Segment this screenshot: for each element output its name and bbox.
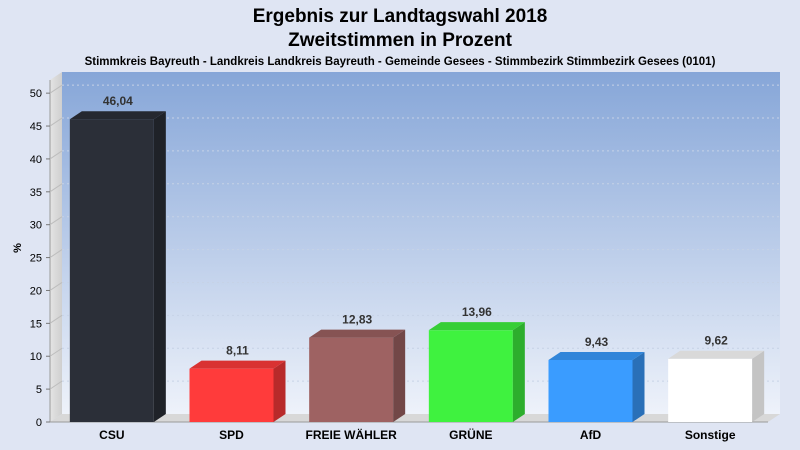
- value-label: 12,83: [342, 313, 372, 327]
- y-tick-label: 40: [30, 154, 42, 166]
- bar-grüne: [428, 322, 525, 422]
- category-label: GRÜNE: [449, 427, 492, 442]
- grid-line-wall: [49, 216, 63, 226]
- category-label: CSU: [99, 428, 124, 442]
- bar-csu: [69, 111, 166, 423]
- bar-spd: [189, 360, 286, 422]
- grid-line-wall: [49, 314, 63, 324]
- value-label: 8,11: [226, 344, 249, 358]
- bar-top: [428, 322, 525, 331]
- y-tick-label: 35: [30, 187, 42, 199]
- bar-front: [189, 368, 274, 422]
- grid-lines: [46, 84, 780, 423]
- bar-side: [273, 360, 286, 422]
- grid-line-wall: [49, 183, 63, 193]
- bar-top: [189, 360, 286, 369]
- y-tick-label: 45: [30, 121, 42, 133]
- grid-line-wall: [49, 282, 63, 291]
- value-label: 9,62: [704, 334, 728, 348]
- grid-line-wall: [49, 249, 63, 258]
- category-label: FREIE WÄHLER: [305, 427, 397, 442]
- grid-line-wall: [49, 380, 63, 390]
- labels: 0 5 10 15 20 25 30 35 40 45 50 46,04 CSU 8,11 SPD 12,83…: [30, 88, 736, 442]
- grid-line-wall: [49, 84, 63, 94]
- y-tick-label: 0: [36, 417, 42, 429]
- bar-front: [668, 358, 753, 422]
- chart-title: Ergebnis zur Landtagswahl 2018: [253, 6, 548, 27]
- y-tick-label: 50: [30, 88, 42, 100]
- value-label: 46,04: [103, 94, 133, 108]
- y-axis-label: %: [12, 243, 24, 253]
- bars: [69, 111, 765, 423]
- chart-subtitle: Stimmkreis Bayreuth - Landkreis Landkrei…: [85, 56, 716, 68]
- grid-line-wall: [49, 117, 63, 127]
- bar-top: [309, 329, 406, 338]
- side-wall: [50, 72, 62, 422]
- bar-front: [548, 359, 633, 422]
- bar-afd: [548, 351, 645, 422]
- chart-title-line2: Zweitstimmen in Prozent: [288, 30, 512, 51]
- y-tick-label: 25: [30, 253, 42, 265]
- category-label: Sonstige: [685, 428, 736, 442]
- bar-side: [752, 350, 765, 422]
- bar-sonstige: [668, 350, 765, 422]
- value-label: 13,96: [462, 305, 492, 319]
- y-tick-label: 30: [30, 220, 42, 232]
- value-label: 9,43: [585, 335, 609, 349]
- grid-line-wall: [49, 347, 63, 357]
- bar-freie-wähler: [309, 329, 406, 422]
- bar-top: [668, 350, 765, 359]
- y-tick-label: 20: [30, 285, 42, 297]
- y-tick-label: 10: [30, 351, 42, 363]
- bar-side: [393, 329, 406, 422]
- bar-side: [153, 111, 166, 423]
- category-label: SPD: [219, 428, 244, 442]
- bar-top: [69, 111, 166, 120]
- bar-side: [512, 322, 525, 422]
- y-tick-label: 15: [30, 318, 42, 330]
- y-tick-label: 5: [36, 384, 42, 396]
- grid-line-wall: [49, 150, 63, 160]
- plot-background: [62, 72, 780, 414]
- bar-front: [428, 330, 513, 422]
- bar-front: [309, 337, 394, 422]
- bar-front: [69, 119, 154, 423]
- bar-side: [632, 351, 645, 422]
- bar-top: [548, 351, 645, 360]
- category-label: AfD: [580, 428, 602, 442]
